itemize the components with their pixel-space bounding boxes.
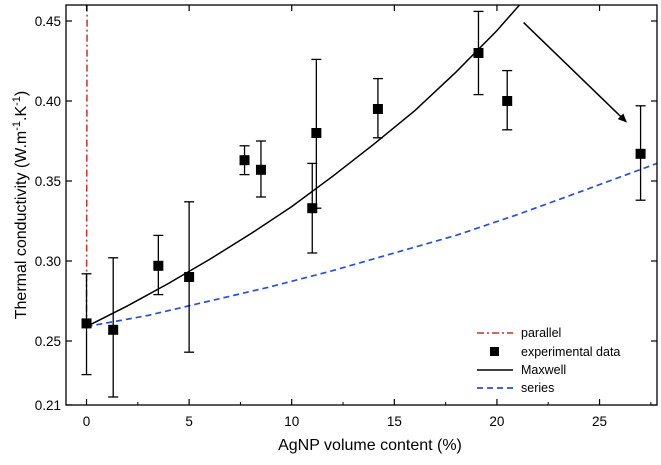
y-axis-title-sup-1: -1 bbox=[11, 121, 23, 131]
legend-swatch-experimental-data bbox=[490, 347, 499, 356]
y-axis-title-sup-2: -1 bbox=[11, 96, 23, 106]
x-tick-label: 10 bbox=[284, 414, 299, 429]
x-tick-label: 0 bbox=[83, 414, 91, 429]
data-point-4 bbox=[184, 272, 195, 282]
y-axis-title-part-1: Thermal conductivity (W.m bbox=[13, 131, 30, 319]
data-point-2 bbox=[108, 324, 119, 335]
y-tick-label: 0.21 bbox=[35, 398, 61, 413]
x-tick-label: 20 bbox=[489, 414, 504, 429]
curve-parallel bbox=[85, 5, 88, 327]
y-tick-label: 0.40 bbox=[35, 94, 61, 109]
data-point-8 bbox=[311, 128, 322, 138]
x-axis-title: AgNP volume content (%) bbox=[278, 437, 462, 454]
data-point-10 bbox=[473, 48, 484, 58]
plot-marks bbox=[81, 5, 657, 398]
y-tick-label: 0.25 bbox=[35, 334, 61, 349]
legend-label-maxwell: Maxwell bbox=[521, 363, 566, 377]
legend-label-series: series bbox=[521, 381, 554, 395]
y-axis-title-part-2: .K bbox=[13, 106, 30, 121]
y-axis-title-part-3: ) bbox=[13, 91, 30, 96]
axes bbox=[65, 4, 658, 406]
legend-label-experimental-data: experimental data bbox=[521, 345, 620, 359]
curve-series bbox=[86, 162, 657, 328]
y-tick-label: 0.45 bbox=[35, 14, 61, 29]
data-point-11 bbox=[502, 96, 513, 106]
plot-frame bbox=[65, 4, 658, 406]
legend-label-parallel: parallel bbox=[521, 326, 561, 340]
y-axis-title: Thermal conductivity (W.m-1.K-1) bbox=[11, 91, 30, 320]
y-tick-label: 0.30 bbox=[35, 254, 61, 269]
tick-labels: 0 5 10 15 20 25 0.21 0.25 0.30 0.35 0.40 0.45 bbox=[35, 14, 607, 429]
data-point-6 bbox=[255, 164, 266, 175]
data-point-1 bbox=[81, 318, 92, 329]
data-point-3 bbox=[153, 260, 164, 271]
x-tick-label: 25 bbox=[592, 414, 607, 429]
x-tick-label: 5 bbox=[185, 414, 193, 429]
legend: parallel experimental data Maxwell serie… bbox=[477, 326, 620, 395]
data-point-9 bbox=[372, 104, 383, 114]
x-tick-label: 15 bbox=[387, 414, 402, 429]
data-point-5 bbox=[239, 155, 250, 166]
y-tick-label: 0.35 bbox=[35, 174, 61, 189]
data-point-12 bbox=[635, 148, 646, 159]
annotation-arrow-1 bbox=[523, 22, 627, 123]
